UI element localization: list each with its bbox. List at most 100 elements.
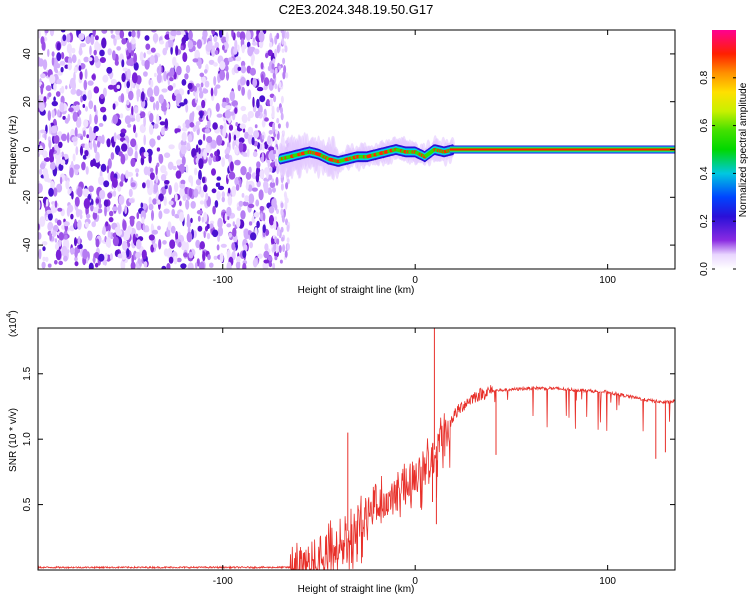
spectrogram-noise-blob bbox=[275, 176, 279, 186]
spectrogram-noise-blob bbox=[149, 138, 156, 148]
spectrogram-noise-blob bbox=[213, 35, 218, 43]
spectrogram-noise-blob bbox=[133, 52, 138, 64]
spectrogram-noise-blob bbox=[135, 168, 140, 174]
spectrogram-noise-blob bbox=[271, 108, 275, 119]
spectrogram-noise-blob bbox=[185, 199, 190, 210]
spectrogram-noise-blob bbox=[189, 122, 195, 128]
spectrogram-noise-blob bbox=[226, 249, 231, 260]
spectrogram-noise-blob bbox=[141, 216, 145, 224]
spectrogram-noise-blob bbox=[269, 98, 273, 107]
spectrogram-noise-blob bbox=[247, 148, 250, 158]
spectrogram-noise-blob bbox=[251, 137, 255, 146]
spectrogram-noise-blob bbox=[201, 76, 206, 83]
spectrogram-noise-blob bbox=[117, 203, 122, 215]
spectrogram-noise-blob bbox=[183, 34, 187, 42]
spectrogram-noise-blob bbox=[226, 261, 232, 269]
spectrogram-noise-blob bbox=[148, 234, 155, 241]
spectrogram-noise-blob bbox=[79, 43, 86, 48]
spectrogram-noise-blob bbox=[73, 164, 80, 170]
spectrogram-noise-blob bbox=[119, 30, 125, 39]
spectrogram-noise-blob bbox=[286, 31, 290, 40]
spectrogram-noise-blob bbox=[180, 263, 187, 269]
snr-scale-close: ) bbox=[8, 310, 19, 313]
spectrogram-noise-blob bbox=[246, 41, 251, 48]
spectrogram-noise-blob bbox=[248, 193, 255, 205]
spectrogram-noise-blob bbox=[174, 182, 179, 193]
spectrogram-noise-blob bbox=[158, 239, 162, 250]
spectrogram-noise-blob bbox=[189, 112, 195, 124]
spectrogram-noise-blob bbox=[66, 43, 72, 54]
spectrogram-noise-blob bbox=[227, 187, 231, 194]
spectrogram-noise-blob bbox=[181, 79, 187, 86]
snr-xtick-label: 100 bbox=[599, 576, 616, 587]
spectrogram-noise-blob bbox=[101, 134, 105, 145]
spectrogram-noise-blob bbox=[207, 254, 211, 261]
spectrogram-noise-blob bbox=[134, 150, 138, 161]
spectrogram-noise-blob bbox=[71, 136, 78, 142]
spectrogram-noise-blob bbox=[97, 208, 103, 214]
spectrogram-noise-blob bbox=[200, 82, 204, 88]
spectrogram-noise-blob bbox=[68, 107, 74, 112]
spectrogram-noise-blob bbox=[92, 211, 98, 220]
spectrogram-noise-blob bbox=[242, 201, 249, 207]
spectrogram-noise-blob bbox=[155, 174, 159, 184]
spectrogram-noise-blob bbox=[280, 106, 283, 114]
spectrogram-noise-blob bbox=[130, 138, 137, 148]
spectrogram-noise-blob bbox=[199, 200, 205, 205]
spectrogram-noise-blob bbox=[256, 98, 260, 109]
spectrogram-noise-blob bbox=[169, 67, 175, 77]
spectrogram-noise-blob bbox=[160, 174, 167, 182]
spectrogram-noise-blob bbox=[157, 225, 161, 231]
spectrogram-noise-blob bbox=[57, 239, 62, 247]
spectrogram-noise-blob bbox=[276, 44, 280, 54]
spectrogram-noise-blob bbox=[244, 131, 250, 139]
spectrogram-noise-blob bbox=[201, 99, 206, 109]
spectrogram-noise-blob bbox=[121, 72, 126, 83]
spectrogram-noise-blob bbox=[174, 193, 178, 202]
spectrogram-noise-blob bbox=[202, 88, 209, 94]
spectrogram-noise-blob bbox=[122, 240, 128, 251]
spectrogram-noise-blob bbox=[180, 45, 184, 51]
spectrogram-noise-blob bbox=[209, 40, 213, 50]
spectrogram-noise-blob bbox=[143, 71, 148, 77]
spectrogram-noise-blob bbox=[128, 31, 132, 37]
spectrogram-ylabel: Frequency (Hz) bbox=[8, 116, 19, 185]
spectrogram-noise-blob bbox=[71, 54, 77, 64]
spectrogram-noise-blob bbox=[87, 230, 92, 239]
spectrogram-noise-blob bbox=[234, 39, 238, 50]
spectrogram-noise-blob bbox=[126, 81, 130, 89]
spectrogram-noise-blob bbox=[110, 152, 115, 160]
spectrogram-noise-blob bbox=[99, 57, 106, 63]
spectrogram-noise-blob bbox=[243, 228, 250, 240]
spectrogram-noise-blob bbox=[188, 187, 193, 198]
spectrogram-noise-blob bbox=[153, 243, 158, 249]
spectrogram-noise-blob bbox=[114, 227, 119, 233]
spectrogram-noise-blob bbox=[128, 188, 133, 198]
spectrogram-noise-blob bbox=[163, 208, 170, 214]
spectrogram-noise-blob bbox=[45, 256, 49, 263]
spectrogram-noise-blob bbox=[219, 252, 224, 263]
spectrogram-noise-blob bbox=[42, 246, 46, 252]
spectrogram-noise-blob bbox=[238, 141, 244, 153]
spectrogram-noise-blob bbox=[127, 147, 134, 157]
spectrogram-noise-blob bbox=[67, 56, 73, 65]
spectrogram-noise-blob bbox=[241, 113, 248, 124]
spectrogram-noise-blob bbox=[120, 173, 125, 183]
spectrogram-noise-blob bbox=[183, 252, 188, 258]
spectrogram-noise-blob bbox=[167, 85, 174, 91]
spectrogram-noise-blob bbox=[167, 221, 172, 231]
spectrogram-noise-blob bbox=[60, 85, 65, 94]
spectrogram-noise-blob bbox=[199, 261, 205, 269]
spectrogram-noise-blob bbox=[77, 235, 81, 245]
spectrogram-noise-blob bbox=[274, 83, 278, 90]
spectrogram-noise-blob bbox=[44, 30, 49, 34]
spectrogram-noise-blob bbox=[156, 162, 160, 167]
spectrogram-noise-blob bbox=[246, 79, 250, 87]
spectrogram-noise-blob bbox=[225, 31, 229, 43]
spectrogram-noise-blob bbox=[47, 213, 53, 221]
spectrogram-noise-blob bbox=[210, 87, 214, 97]
spectrogram-noise-blob bbox=[74, 247, 78, 258]
spectrogram-noise-blob bbox=[227, 57, 234, 62]
spectrogram-noise-blob bbox=[168, 256, 174, 264]
spectrogram-noise-blob bbox=[175, 170, 182, 179]
